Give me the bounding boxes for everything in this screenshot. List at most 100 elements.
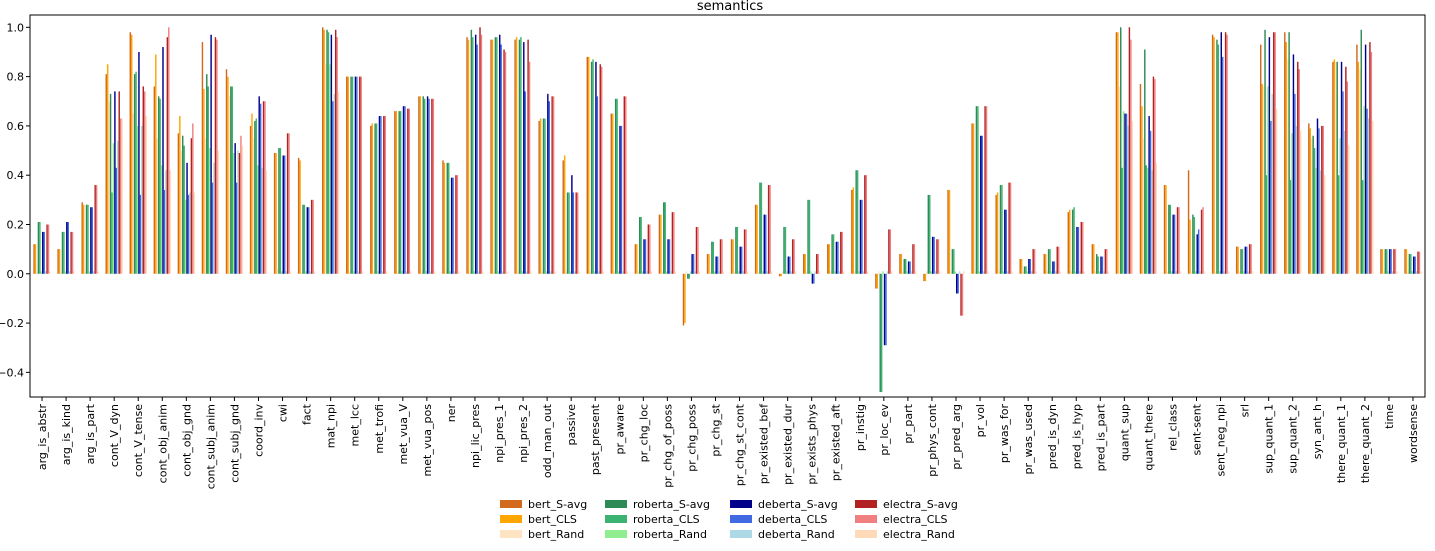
- bar-bert_Rand-sent_neg_npi: [1214, 271, 1217, 274]
- bar-deberta_Rand-npi_pres_1: [501, 271, 504, 274]
- bar-roberta_S-avg-sent-sent: [1192, 214, 1194, 274]
- bar-roberta_Rand-pr_chg_st_cont: [738, 271, 740, 274]
- bar-bert_CLS-cont_obj_gnd: [179, 116, 181, 274]
- bar-electra_Rand-pr_was_used: [1035, 271, 1037, 274]
- x-tick-label: cont_subj_anim: [204, 404, 217, 489]
- x-tick-label: npi_pres_1: [493, 404, 506, 463]
- bar-deberta_S-avg-arg_is_part: [90, 207, 92, 274]
- bar-roberta_Rand-pr_existed_bef: [762, 271, 764, 274]
- bar-electra_Rand-pr_vol: [987, 271, 989, 274]
- x-tick-label: pred_is_hyp: [1070, 404, 1083, 469]
- bar-deberta_S-avg-pr_chg_st_cont: [739, 246, 741, 274]
- bar-roberta_S-avg-pr_chg_of_poss: [663, 202, 665, 274]
- bar-roberta_CLS-met_lcc: [351, 76, 354, 274]
- bar-roberta_S-avg-npi_pres_1: [494, 37, 497, 274]
- bar-roberta_CLS-pr_aware: [616, 98, 618, 274]
- bar-electra_CLS-pr_existed_dur: [793, 239, 795, 274]
- bar-deberta_S-avg-pr_chg_of_poss: [667, 239, 669, 274]
- x-tick-label: pr_vol: [974, 404, 987, 437]
- bar-bert_S-avg-met_vua_pos: [418, 96, 420, 274]
- bar-deberta_Rand-pr_phys_cont: [934, 271, 937, 274]
- bar-roberta_S-avg-cont_V_dyn: [109, 93, 112, 274]
- x-tick-label: wordsense: [1407, 404, 1420, 463]
- bar-deberta_S-avg-pr_aware: [619, 125, 621, 274]
- bar-deberta_Rand-arg_is_part: [93, 271, 95, 274]
- bar-bert_S-avg-srl: [1235, 246, 1238, 274]
- bar-electra_S-avg-npi_lic_pres: [479, 27, 481, 274]
- bar-roberta_CLS-pr_existed_bef: [760, 182, 763, 274]
- bar-roberta_S-avg-pr_was_used: [1023, 266, 1026, 274]
- bar-deberta_CLS-fact: [308, 207, 310, 274]
- bar-deberta_Rand-pr_instig: [862, 271, 865, 274]
- bar-roberta_S-avg-met_vua_pos: [422, 96, 424, 274]
- bar-electra_CLS-cont_obj_anim: [168, 27, 170, 274]
- bar-electra_CLS-wordsense: [1418, 251, 1421, 274]
- bar-roberta_S-avg-pr_exists_phys: [807, 199, 809, 274]
- bar-electra_S-avg-pr_exists_phys: [816, 254, 818, 274]
- bar-electra_CLS-cwi: [288, 133, 290, 274]
- bar-deberta_S-avg-met_lcc: [354, 76, 357, 274]
- bar-deberta_S-avg-cont_obj_anim: [162, 47, 164, 274]
- x-tick-label: there_quant_1: [1335, 404, 1348, 483]
- bar-deberta_S-avg-past_present: [595, 61, 597, 274]
- bar-deberta_S-avg-mat_npi: [330, 34, 333, 274]
- bar-deberta_Rand-ner: [453, 271, 456, 274]
- bar-deberta_S-avg-pr_was_used: [1028, 258, 1030, 274]
- bar-deberta_S-avg-pr_existed_bef: [763, 214, 766, 274]
- bar-roberta_Rand-cont_V_dyn: [112, 143, 115, 274]
- bar-electra_S-avg-there_quant_1: [1345, 66, 1347, 274]
- bar-deberta_CLS-past_present: [596, 96, 599, 274]
- bar-bert_Rand-rel_class: [1166, 271, 1169, 274]
- bar-roberta_CLS-arg_is_kind: [63, 231, 65, 274]
- bar-bert_CLS-pr_was_used: [1020, 258, 1023, 274]
- bar-deberta_S-avg-pr_instig: [859, 199, 862, 274]
- bar-roberta_CLS-pr_was_for: [1001, 185, 1003, 274]
- bar-electra_CLS-quant_sup: [1130, 39, 1132, 274]
- bar-electra_Rand-pr_phys_cont: [939, 271, 941, 274]
- bar-bert_CLS-met_trofi: [371, 123, 373, 274]
- bar-electra_Rand-pr_aware: [626, 271, 628, 274]
- bar-deberta_CLS-pred_is_part: [1101, 256, 1104, 274]
- bar-roberta_CLS-pr_was_used: [1025, 266, 1027, 274]
- bar-roberta_S-avg-cont_obj_anim: [157, 96, 160, 274]
- y-tick-label: 1.0: [7, 21, 25, 34]
- bar-electra_Rand-pr_existed_aft: [842, 271, 845, 274]
- bar-electra_S-avg-pr_existed_bef: [767, 185, 770, 274]
- legend: bert_S-avg bert_CLS bert_Rand roberta_S-avg…: [500, 498, 958, 541]
- bar-electra_S-avg-cont_obj_anim: [166, 37, 169, 274]
- bar-electra_CLS-pr_existed_aft: [841, 231, 843, 274]
- bar-roberta_S-avg-pr_aware: [614, 98, 617, 274]
- bar-roberta_CLS-pr_phys_cont: [929, 194, 931, 274]
- bar-roberta_CLS-npi_pres_2: [520, 37, 522, 274]
- legend-swatch-electra_CLS: [855, 515, 877, 523]
- bar-roberta_Rand-pred_is_dyn: [1050, 271, 1053, 274]
- bar-deberta_S-avg-odd_man_out: [547, 93, 549, 274]
- bar-electra_Rand-cont_obj_anim: [169, 170, 171, 274]
- bar-bert_S-avg-pr_pred_arg: [947, 189, 949, 274]
- bar-electra_Rand-sup_quant_2: [1299, 130, 1302, 274]
- bar-electra_S-avg-pr_phys_cont: [936, 239, 938, 274]
- bar-bert_Rand-cont_V_tense: [132, 113, 134, 274]
- bar-bert_Rand-pr_vol: [974, 271, 976, 274]
- bar-deberta_Rand-time: [1391, 271, 1394, 274]
- bar-bert_CLS-met_lcc: [347, 76, 349, 274]
- bar-bert_S-avg-coord_inv: [249, 125, 252, 274]
- x-tick-label: cont_V_dyn: [108, 404, 121, 467]
- bar-electra_Rand-pr_existed_dur: [794, 271, 797, 274]
- bar-electra_S-avg-mat_npi: [334, 29, 337, 274]
- bar-roberta_Rand-quant_sup: [1122, 111, 1125, 274]
- bar-deberta_Rand-fact: [309, 271, 311, 274]
- bar-bert_S-avg-rel_class: [1163, 185, 1166, 274]
- bar-deberta_CLS-pred_is_hyp: [1077, 226, 1080, 274]
- bar-roberta_Rand-pred_is_part: [1098, 271, 1101, 274]
- bar-deberta_Rand-npi_pres_2: [525, 271, 528, 274]
- bar-bert_CLS-cont_V_tense: [131, 34, 133, 274]
- bar-electra_CLS-pr_was_for: [1009, 182, 1012, 274]
- bar-roberta_Rand-coord_inv: [257, 165, 259, 274]
- bar-roberta_S-avg-pr_existed_dur: [783, 226, 785, 274]
- bar-roberta_Rand-there_quant_1: [1339, 138, 1341, 274]
- bar-deberta_Rand-pr_exists_phys: [814, 271, 817, 274]
- bar-deberta_Rand-pr_was_for: [1006, 271, 1009, 274]
- bar-roberta_CLS-pr_instig: [856, 170, 859, 274]
- bar-bert_Rand-sup_quant_2: [1286, 59, 1289, 274]
